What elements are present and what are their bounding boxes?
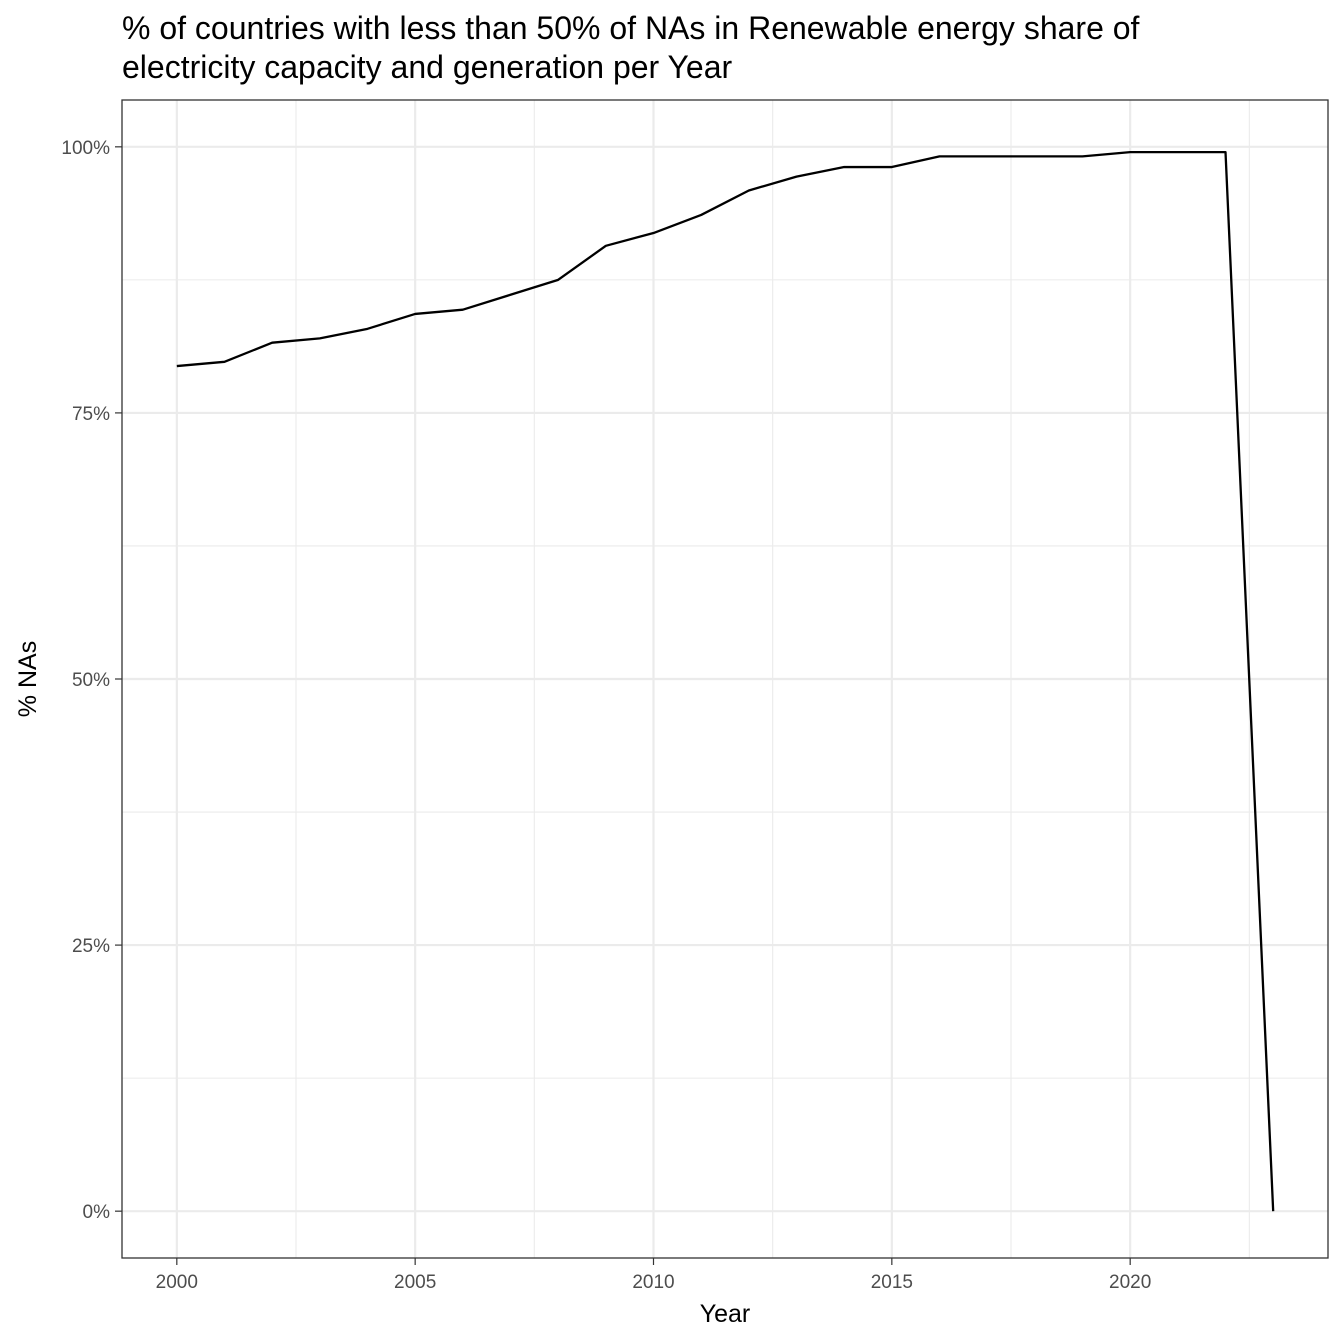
x-tick-label: 2010 (632, 1272, 674, 1293)
y-tick-label: 50% (72, 670, 110, 691)
y-tick-label: 0% (83, 1202, 111, 1223)
y-tick-label: 75% (72, 404, 110, 425)
x-axis-title: Year (700, 1300, 751, 1328)
y-tick-label: 25% (72, 936, 110, 957)
grid (122, 100, 1328, 1258)
x-tick-label: 2015 (871, 1272, 913, 1293)
chart-title: % of countries with less than 50% of NAs… (122, 10, 1140, 85)
x-tick-label: 2020 (1109, 1272, 1151, 1293)
x-tick-label: 2000 (156, 1272, 198, 1293)
x-tick-label: 2005 (394, 1272, 436, 1293)
axes: 2000 2005 2010 2015 2020 0% 25% 50% 75% 100% (61, 138, 1151, 1293)
y-axis-title: % NAs (14, 641, 42, 717)
chart-title-line-1: % of countries with less than 50% of NAs… (122, 10, 1140, 46)
series-line-0 (176, 150, 1275, 1212)
chart-title-line-2: electricity capacity and generation per … (122, 49, 733, 85)
y-tick-label: 100% (61, 138, 110, 159)
series-layer (176, 150, 1275, 1212)
